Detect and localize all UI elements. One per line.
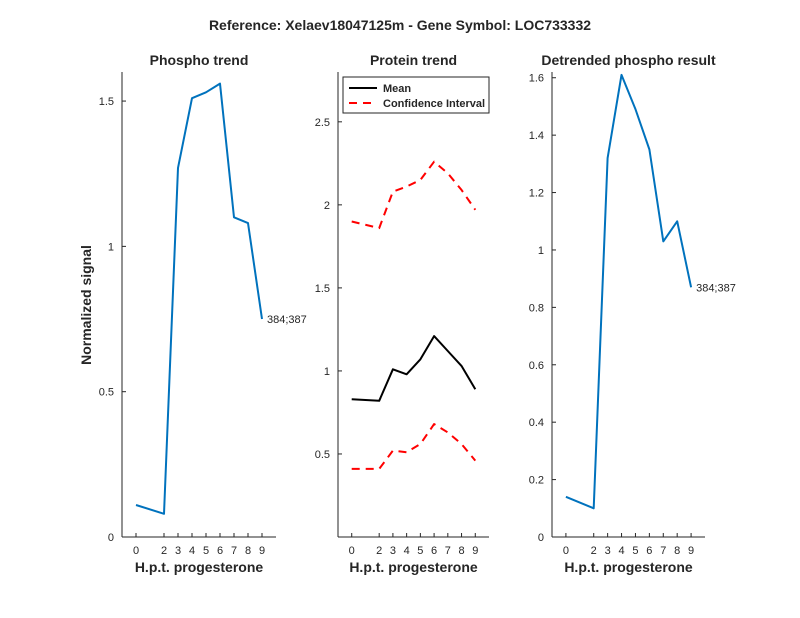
x-tick-label: 7 [445, 545, 451, 557]
x-tick-label: 9 [688, 545, 694, 557]
x-tick-label: 5 [632, 545, 638, 557]
y-tick-label: 1.2 [529, 188, 544, 200]
y-tick-label: 2 [324, 200, 330, 212]
x-tick-label: 6 [431, 545, 437, 557]
y-tick-label: 1 [108, 241, 114, 253]
x-tick-label: 8 [674, 545, 680, 557]
legend-label-mean: Mean [383, 83, 411, 95]
x-axis-label: H.p.t. progesterone [564, 559, 693, 575]
series-line-1 [135, 82, 263, 515]
series-line-1 [565, 73, 693, 510]
y-tick-label: 1 [538, 245, 544, 257]
legend-label-ci: Confidence Interval [383, 98, 485, 110]
x-axis-label: H.p.t. progesterone [349, 559, 478, 575]
series-annotation: 384;387 [267, 314, 307, 326]
y-tick-label: 1.5 [99, 96, 114, 108]
x-tick-label: 4 [189, 545, 195, 557]
x-tick-label: 4 [404, 545, 410, 557]
x-tick-label: 2 [161, 545, 167, 557]
y-tick-label: 0.5 [315, 449, 330, 461]
x-tick-label: 3 [175, 545, 181, 557]
panel-title: Phospho trend [150, 52, 249, 68]
x-tick-label: 9 [259, 545, 265, 557]
panel-1: 0 2 3 4 5 6 7 8 9 0 0.5 1 1.5 Phospho trend H.p.t. pro… [78, 52, 307, 575]
x-tick-label: 5 [203, 545, 209, 557]
legend-box [342, 76, 490, 114]
y-tick-label: 0.8 [529, 302, 544, 314]
series-line-1 [351, 335, 477, 402]
y-tick-label: 2.5 [315, 117, 330, 129]
x-tick-label: 7 [231, 545, 237, 557]
y-tick-label: 0 [538, 532, 544, 544]
y-tick-label: 0.6 [529, 360, 544, 372]
x-tick-label: 0 [133, 545, 139, 557]
x-axis-label: H.p.t. progesterone [135, 559, 264, 575]
x-tick-label: 6 [646, 545, 652, 557]
y-tick-label: 0.2 [529, 475, 544, 487]
series-annotation: 384;387 [696, 282, 736, 294]
y-tick-label: 0 [108, 532, 114, 544]
panel-title: Detrended phospho result [541, 52, 716, 68]
panel-title: Protein trend [370, 52, 457, 68]
y-tick-label: 1.6 [529, 73, 544, 85]
x-tick-label: 8 [458, 545, 464, 557]
x-tick-label: 5 [417, 545, 423, 557]
x-tick-label: 2 [376, 545, 382, 557]
y-tick-label: 1 [324, 366, 330, 378]
panel-3: 0 2 3 4 5 6 7 8 9 0 0.2 0.4 0.6 0.8 1 1.2 1.4 1.6 Detrende… [529, 52, 736, 575]
x-tick-label: 8 [245, 545, 251, 557]
x-tick-label: 7 [660, 545, 666, 557]
y-tick-label: 0.4 [529, 417, 544, 429]
x-tick-label: 0 [563, 545, 569, 557]
x-tick-label: 3 [605, 545, 611, 557]
y-axis-label: Normalized signal [78, 245, 94, 365]
y-tick-label: 0.5 [99, 387, 114, 399]
x-tick-label: 0 [349, 545, 355, 557]
figure-title: Reference: Xelaev18047125m - Gene Symbol… [209, 17, 591, 33]
x-tick-label: 6 [217, 545, 223, 557]
x-tick-label: 9 [472, 545, 478, 557]
series-line-3 [351, 423, 477, 470]
legend: Mean Confidence Interval [342, 76, 490, 114]
x-tick-label: 3 [390, 545, 396, 557]
y-tick-label: 1.4 [529, 130, 544, 142]
y-tick-label: 1.5 [315, 283, 330, 295]
series-line-2 [351, 160, 477, 230]
x-tick-label: 4 [618, 545, 624, 557]
x-tick-label: 2 [591, 545, 597, 557]
